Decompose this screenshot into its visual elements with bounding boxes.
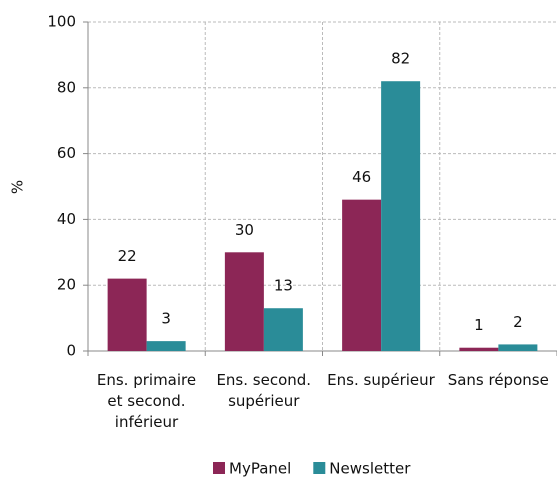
data-label: 3 bbox=[161, 310, 171, 328]
legend-label: Newsletter bbox=[329, 460, 411, 478]
legend-swatch bbox=[213, 462, 225, 474]
data-label: 13 bbox=[274, 277, 293, 295]
y-tick-label: 100 bbox=[47, 13, 76, 31]
bar bbox=[459, 347, 499, 351]
y-tick-label: 40 bbox=[57, 210, 76, 228]
y-tick-label: 60 bbox=[57, 144, 76, 162]
y-tick-label: 20 bbox=[57, 276, 76, 294]
bar bbox=[224, 252, 264, 351]
bar bbox=[381, 81, 421, 351]
x-tick-label: Sans réponse bbox=[447, 371, 549, 389]
x-tick-label: Ens. second. supérieur bbox=[216, 371, 312, 410]
data-label: 22 bbox=[118, 247, 137, 265]
data-label: 30 bbox=[235, 221, 254, 239]
data-label: 1 bbox=[474, 316, 484, 334]
bar bbox=[342, 199, 382, 351]
y-tick-label: 0 bbox=[66, 342, 76, 360]
bar bbox=[263, 308, 303, 351]
bar bbox=[146, 341, 186, 351]
x-tick-label: Ens. supérieur bbox=[327, 371, 435, 389]
y-tick-label: 80 bbox=[57, 78, 76, 96]
data-label: 2 bbox=[513, 313, 523, 331]
data-label: 46 bbox=[352, 168, 371, 186]
x-tick-label: Ens. primaire et second. inférieur bbox=[96, 371, 197, 431]
bar bbox=[107, 278, 147, 351]
legend-label: MyPanel bbox=[229, 460, 291, 478]
y-axis-label: % bbox=[9, 180, 27, 194]
legend-swatch bbox=[313, 462, 326, 474]
bar bbox=[498, 344, 538, 351]
data-label: 82 bbox=[391, 50, 410, 68]
